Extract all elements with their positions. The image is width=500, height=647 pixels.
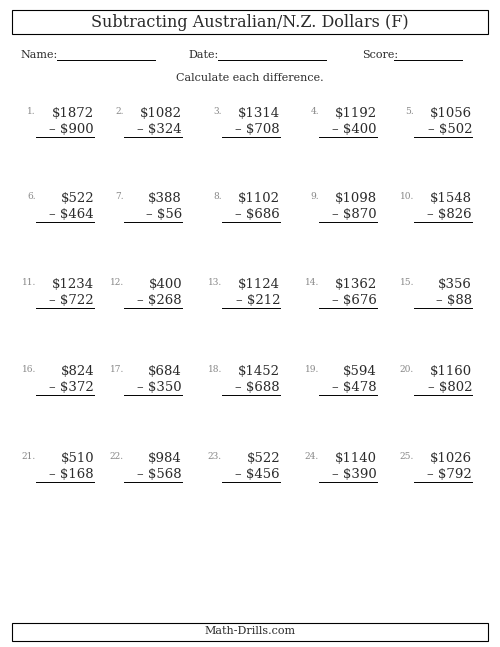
Text: – $792: – $792: [427, 468, 472, 481]
Text: $400: $400: [148, 278, 182, 291]
Text: 16.: 16.: [22, 365, 36, 374]
Text: 13.: 13.: [208, 278, 222, 287]
Text: $684: $684: [148, 365, 182, 378]
Text: – $350: – $350: [138, 381, 182, 394]
Text: – $568: – $568: [138, 468, 182, 481]
Text: Date:: Date:: [188, 50, 218, 60]
Text: $1314: $1314: [238, 107, 280, 120]
Text: 25.: 25.: [400, 452, 414, 461]
Text: $1082: $1082: [140, 107, 182, 120]
Text: – $900: – $900: [50, 123, 94, 136]
Text: $1548: $1548: [430, 192, 472, 205]
Text: 18.: 18.: [208, 365, 222, 374]
Text: Name:: Name:: [20, 50, 57, 60]
Text: 2.: 2.: [116, 107, 124, 116]
Text: $1160: $1160: [430, 365, 472, 378]
Text: $824: $824: [60, 365, 94, 378]
Text: $1362: $1362: [335, 278, 377, 291]
Text: $1452: $1452: [238, 365, 280, 378]
Text: – $324: – $324: [138, 123, 182, 136]
Text: $1234: $1234: [52, 278, 94, 291]
Text: 9.: 9.: [310, 192, 319, 201]
Text: 24.: 24.: [305, 452, 319, 461]
Bar: [12, 623, 488, 641]
Text: – $168: – $168: [50, 468, 94, 481]
Text: $1140: $1140: [335, 452, 377, 465]
Text: – $826: – $826: [428, 208, 472, 221]
Text: $1056: $1056: [430, 107, 472, 120]
Text: $1102: $1102: [238, 192, 280, 205]
Text: 11.: 11.: [22, 278, 36, 287]
Text: – $708: – $708: [236, 123, 280, 136]
Text: 12.: 12.: [110, 278, 124, 287]
Text: 22.: 22.: [110, 452, 124, 461]
Text: 8.: 8.: [214, 192, 222, 201]
Text: $1872: $1872: [52, 107, 94, 120]
Text: 20.: 20.: [400, 365, 414, 374]
Text: – $870: – $870: [332, 208, 377, 221]
Text: 21.: 21.: [22, 452, 36, 461]
Text: $1098: $1098: [335, 192, 377, 205]
Text: $1026: $1026: [430, 452, 472, 465]
Text: 6.: 6.: [28, 192, 36, 201]
Text: $984: $984: [148, 452, 182, 465]
Text: $510: $510: [60, 452, 94, 465]
Text: – $390: – $390: [332, 468, 377, 481]
Text: – $456: – $456: [236, 468, 280, 481]
Text: Score:: Score:: [362, 50, 398, 60]
Text: – $88: – $88: [436, 294, 472, 307]
Text: – $686: – $686: [236, 208, 280, 221]
Text: – $802: – $802: [428, 381, 472, 394]
Text: 15.: 15.: [400, 278, 414, 287]
Bar: [12, 10, 488, 34]
Text: $1124: $1124: [238, 278, 280, 291]
Text: $1192: $1192: [335, 107, 377, 120]
Text: 7.: 7.: [116, 192, 124, 201]
Text: 10.: 10.: [400, 192, 414, 201]
Text: $356: $356: [438, 278, 472, 291]
Text: – $688: – $688: [236, 381, 280, 394]
Text: Math-Drills.com: Math-Drills.com: [204, 626, 296, 636]
Text: – $722: – $722: [50, 294, 94, 307]
Text: Calculate each difference.: Calculate each difference.: [176, 73, 324, 83]
Text: $522: $522: [60, 192, 94, 205]
Text: Subtracting Australian/N.Z. Dollars (F): Subtracting Australian/N.Z. Dollars (F): [91, 14, 409, 31]
Text: – $400: – $400: [332, 123, 377, 136]
Text: – $56: – $56: [146, 208, 182, 221]
Text: 1.: 1.: [28, 107, 36, 116]
Text: 23.: 23.: [208, 452, 222, 461]
Text: 19.: 19.: [304, 365, 319, 374]
Text: 5.: 5.: [405, 107, 414, 116]
Text: 14.: 14.: [304, 278, 319, 287]
Text: – $212: – $212: [236, 294, 280, 307]
Text: – $502: – $502: [428, 123, 472, 136]
Text: 17.: 17.: [110, 365, 124, 374]
Text: 4.: 4.: [310, 107, 319, 116]
Text: 3.: 3.: [214, 107, 222, 116]
Text: $522: $522: [246, 452, 280, 465]
Text: $594: $594: [343, 365, 377, 378]
Text: $388: $388: [148, 192, 182, 205]
Text: – $372: – $372: [49, 381, 94, 394]
Text: – $478: – $478: [332, 381, 377, 394]
Text: – $464: – $464: [50, 208, 94, 221]
Text: – $268: – $268: [138, 294, 182, 307]
Text: – $676: – $676: [332, 294, 377, 307]
